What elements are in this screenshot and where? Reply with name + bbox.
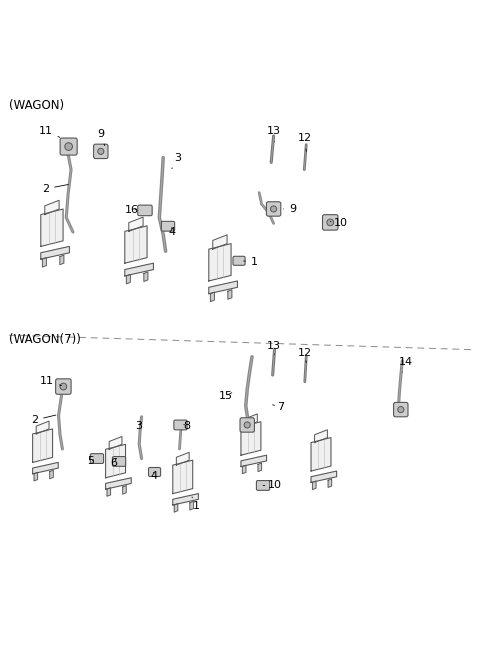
Text: 9: 9 (284, 204, 296, 214)
Circle shape (98, 148, 104, 154)
Polygon shape (311, 438, 331, 471)
Polygon shape (190, 501, 193, 510)
Text: 1: 1 (192, 497, 199, 510)
FancyBboxPatch shape (56, 379, 71, 394)
Polygon shape (125, 263, 154, 276)
Circle shape (244, 422, 250, 428)
Text: 9: 9 (97, 129, 105, 146)
Polygon shape (242, 465, 246, 474)
Polygon shape (107, 487, 110, 496)
Text: 10: 10 (330, 218, 348, 228)
Polygon shape (123, 485, 126, 494)
Circle shape (398, 407, 404, 413)
Text: 2: 2 (31, 415, 56, 425)
Circle shape (327, 219, 334, 226)
Polygon shape (328, 479, 332, 487)
Polygon shape (209, 281, 238, 294)
Polygon shape (173, 493, 198, 505)
Polygon shape (173, 460, 192, 493)
FancyBboxPatch shape (90, 454, 104, 463)
Polygon shape (210, 292, 215, 302)
Text: 2: 2 (42, 184, 68, 194)
Text: 5: 5 (87, 457, 94, 466)
Text: 1: 1 (244, 256, 258, 267)
Text: 7: 7 (273, 402, 284, 412)
Text: 10: 10 (263, 480, 282, 491)
FancyBboxPatch shape (266, 202, 281, 216)
Polygon shape (209, 243, 231, 281)
Polygon shape (312, 481, 316, 489)
Text: 16: 16 (125, 205, 139, 215)
Polygon shape (34, 472, 37, 481)
Polygon shape (36, 421, 49, 434)
FancyBboxPatch shape (161, 221, 175, 231)
Polygon shape (241, 455, 266, 466)
Text: 6: 6 (111, 459, 118, 468)
Text: 11: 11 (38, 126, 60, 137)
Polygon shape (258, 463, 262, 472)
Polygon shape (33, 429, 52, 462)
Circle shape (65, 143, 72, 150)
FancyBboxPatch shape (240, 418, 254, 432)
Text: 14: 14 (398, 357, 413, 372)
Polygon shape (45, 200, 59, 215)
Polygon shape (125, 226, 147, 263)
Polygon shape (228, 290, 232, 299)
Text: 12: 12 (298, 348, 312, 363)
Text: (WAGON(7)): (WAGON(7)) (9, 333, 81, 346)
FancyBboxPatch shape (138, 205, 152, 216)
FancyBboxPatch shape (233, 256, 245, 265)
Text: 3: 3 (172, 153, 181, 169)
Polygon shape (126, 274, 131, 284)
Text: 3: 3 (135, 421, 142, 432)
Polygon shape (311, 471, 336, 482)
Polygon shape (33, 462, 58, 474)
FancyBboxPatch shape (323, 215, 338, 230)
Polygon shape (244, 414, 257, 427)
Text: 15: 15 (218, 391, 233, 401)
Text: 4: 4 (168, 227, 175, 237)
Polygon shape (314, 430, 327, 443)
FancyBboxPatch shape (60, 138, 77, 155)
Polygon shape (41, 209, 63, 247)
Circle shape (271, 206, 276, 212)
Polygon shape (50, 470, 53, 479)
Text: (WAGON): (WAGON) (9, 98, 64, 112)
Polygon shape (129, 217, 143, 232)
Polygon shape (241, 422, 261, 455)
FancyBboxPatch shape (394, 402, 408, 417)
Text: 13: 13 (266, 341, 281, 354)
FancyBboxPatch shape (94, 144, 108, 159)
Polygon shape (109, 436, 122, 449)
FancyBboxPatch shape (112, 457, 126, 466)
Polygon shape (213, 235, 227, 249)
FancyBboxPatch shape (148, 468, 161, 476)
Text: 13: 13 (266, 126, 281, 142)
Polygon shape (42, 258, 47, 267)
Polygon shape (60, 255, 64, 264)
Text: 12: 12 (298, 133, 312, 152)
Polygon shape (144, 272, 148, 281)
Polygon shape (41, 247, 70, 259)
Text: 11: 11 (40, 376, 61, 386)
Text: 8: 8 (184, 421, 191, 432)
Polygon shape (106, 444, 125, 478)
FancyBboxPatch shape (256, 481, 270, 490)
Polygon shape (174, 504, 178, 512)
Text: 4: 4 (150, 471, 157, 481)
FancyBboxPatch shape (174, 420, 187, 430)
Polygon shape (176, 453, 189, 465)
Circle shape (60, 383, 67, 390)
Polygon shape (106, 478, 131, 489)
